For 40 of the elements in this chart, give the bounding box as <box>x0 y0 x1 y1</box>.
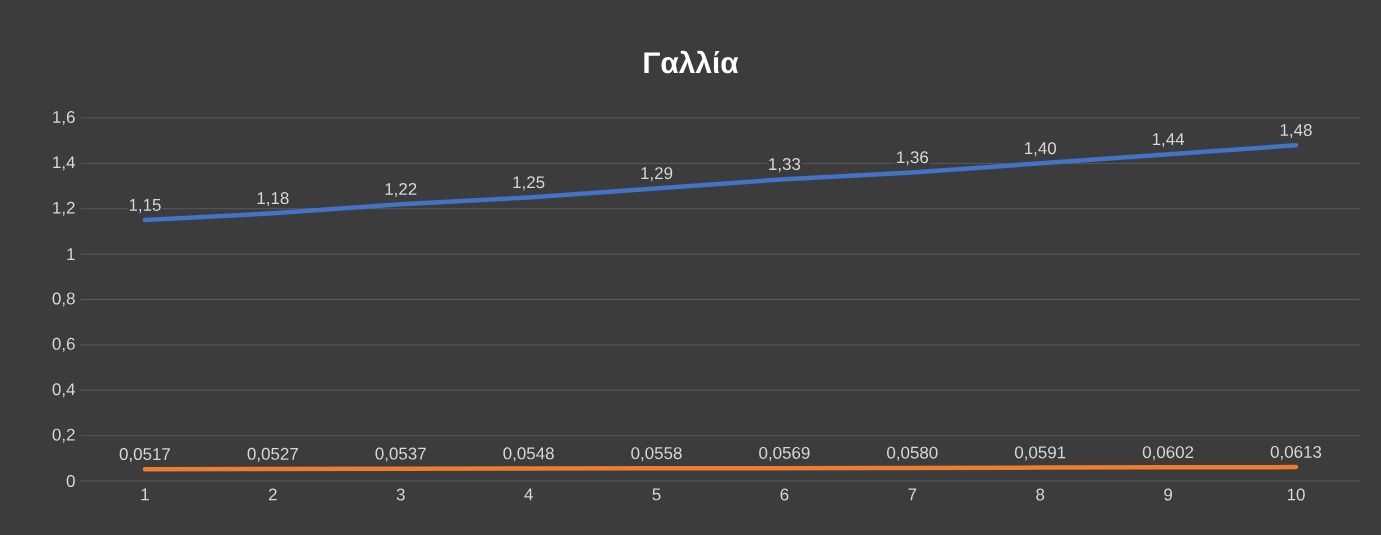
x-tick-label: 7 <box>908 488 917 501</box>
data-label: 1,33 <box>769 158 801 173</box>
x-tick-label: 5 <box>652 488 661 501</box>
data-label: 0,0591 <box>1014 446 1066 461</box>
x-tick-label: 1 <box>141 488 149 501</box>
x-tick-label: 6 <box>780 488 789 501</box>
data-label: 0,0569 <box>759 446 810 461</box>
y-tick-label: 1,2 <box>53 201 75 216</box>
x-tick-label: 2 <box>268 488 277 501</box>
data-label: 1,25 <box>513 176 545 191</box>
data-label: 0,0580 <box>887 446 938 461</box>
chart-title: Γαλλία <box>644 50 739 74</box>
data-label: 0,0548 <box>503 447 554 462</box>
data-label: 1,18 <box>257 192 289 207</box>
y-tick-label: 0,4 <box>52 383 75 398</box>
x-tick-label: 10 <box>1287 488 1305 501</box>
x-tick-label: 9 <box>1164 488 1173 501</box>
x-tick-label: 4 <box>524 488 533 501</box>
y-tick-label: 1 <box>67 248 75 260</box>
data-label: 0,0558 <box>631 447 682 462</box>
data-label: 1,29 <box>641 167 673 182</box>
data-label: 1,15 <box>129 199 161 213</box>
y-tick-label: 0,8 <box>52 292 75 307</box>
x-tick-label: 8 <box>1036 488 1045 501</box>
y-tick-label: 0 <box>66 475 75 487</box>
data-label: 0,0613 <box>1270 445 1322 460</box>
y-tick-label: 0,2 <box>52 428 75 443</box>
y-tick-label: 0,6 <box>52 337 75 352</box>
data-label: 0,0527 <box>247 447 298 462</box>
data-label: 0,0517 <box>119 448 170 463</box>
data-label: 1,36 <box>897 151 929 166</box>
data-label: 1,22 <box>385 183 417 198</box>
data-label: 1,44 <box>1152 133 1185 148</box>
data-label: 1,48 <box>1280 124 1312 139</box>
data-label: 0,0602 <box>1142 446 1194 461</box>
x-tick-label: 3 <box>396 488 405 501</box>
y-tick-label: 1,4 <box>53 156 75 171</box>
y-tick-label: 1,6 <box>53 111 75 125</box>
data-label: 1,40 <box>1025 142 1057 157</box>
data-label: 0,0537 <box>375 447 426 462</box>
